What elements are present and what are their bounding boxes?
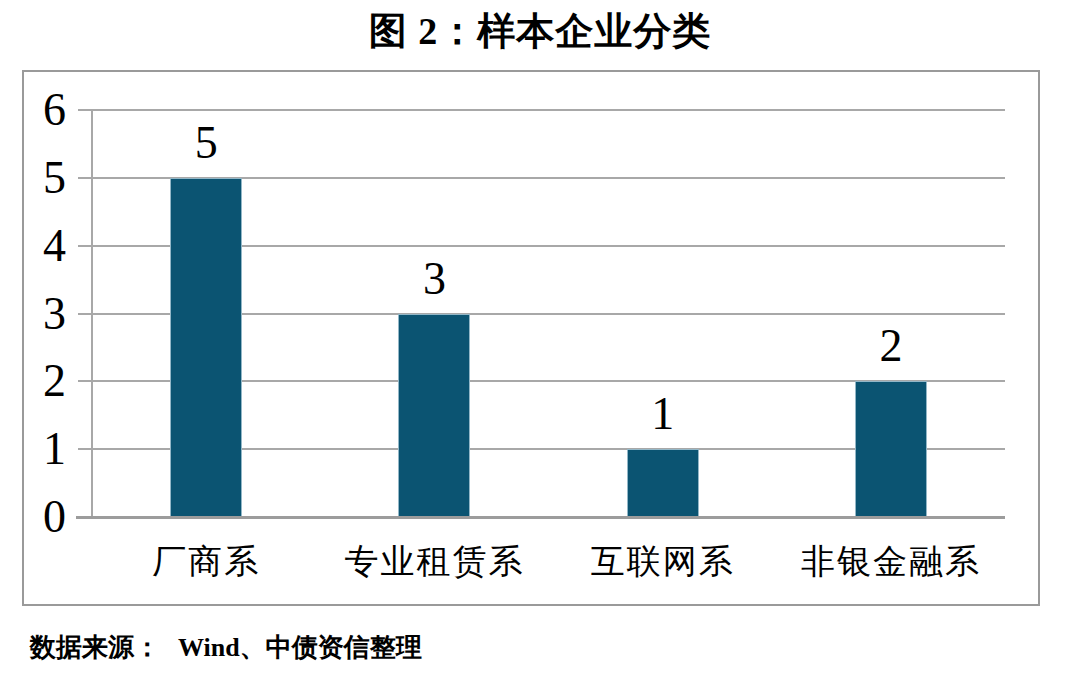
y-axis-tick-mark — [78, 177, 92, 179]
bar-column: 1 — [549, 110, 777, 517]
y-axis-tick-label: 3 — [8, 291, 66, 337]
y-axis-tick-mark — [78, 380, 92, 382]
bar — [398, 314, 470, 518]
bar-column: 5 — [92, 110, 320, 517]
y-axis-tick-mark — [78, 448, 92, 450]
y-axis-tick-label: 5 — [8, 155, 66, 201]
y-axis-tick-mark — [78, 109, 92, 111]
bar — [170, 178, 242, 517]
chart-container: 0123456 5312 厂商系专业租赁系互联网系非银金融系 — [22, 70, 1040, 606]
y-axis-tick-label: 4 — [8, 223, 66, 269]
x-axis-category-label: 专业租赁系 — [320, 539, 548, 585]
x-axis-line — [76, 516, 1005, 519]
figure-page: 图 2：样本企业分类 0123456 5312 厂商系专业租赁系互联网系非银金融… — [0, 0, 1080, 673]
x-axis-category-label: 厂商系 — [92, 539, 320, 585]
source-label: 数据来源： — [30, 633, 160, 662]
y-axis-tick-label: 2 — [8, 358, 66, 404]
x-axis-category-label: 互联网系 — [549, 539, 777, 585]
y-axis-tick-mark — [78, 245, 92, 247]
figure-title: 图 2：样本企业分类 — [0, 6, 1080, 57]
y-axis-tick-label: 0 — [8, 494, 66, 540]
x-axis-labels: 厂商系专业租赁系互联网系非银金融系 — [92, 539, 1005, 585]
source-note: 数据来源： Wind、中债资信整理 — [30, 630, 422, 665]
bar-value-label: 2 — [777, 323, 1005, 369]
y-axis-tick-mark — [78, 313, 92, 315]
bar-value-label: 5 — [92, 120, 320, 166]
bar-column: 2 — [777, 110, 1005, 517]
bar-value-label: 1 — [549, 391, 777, 437]
y-axis-tick-label: 6 — [8, 87, 66, 133]
bar — [627, 449, 699, 517]
bar — [855, 381, 927, 517]
bars-layer: 5 3 12 — [92, 110, 1005, 517]
source-value: Wind、中债资信整理 — [178, 633, 422, 662]
plot-area: 0123456 5312 — [92, 110, 1005, 517]
bar-value-label: 3 — [320, 256, 548, 302]
x-axis-category-label: 非银金融系 — [777, 539, 1005, 585]
y-axis-tick-label: 1 — [8, 426, 66, 472]
bar-column: 3 — [320, 110, 548, 517]
